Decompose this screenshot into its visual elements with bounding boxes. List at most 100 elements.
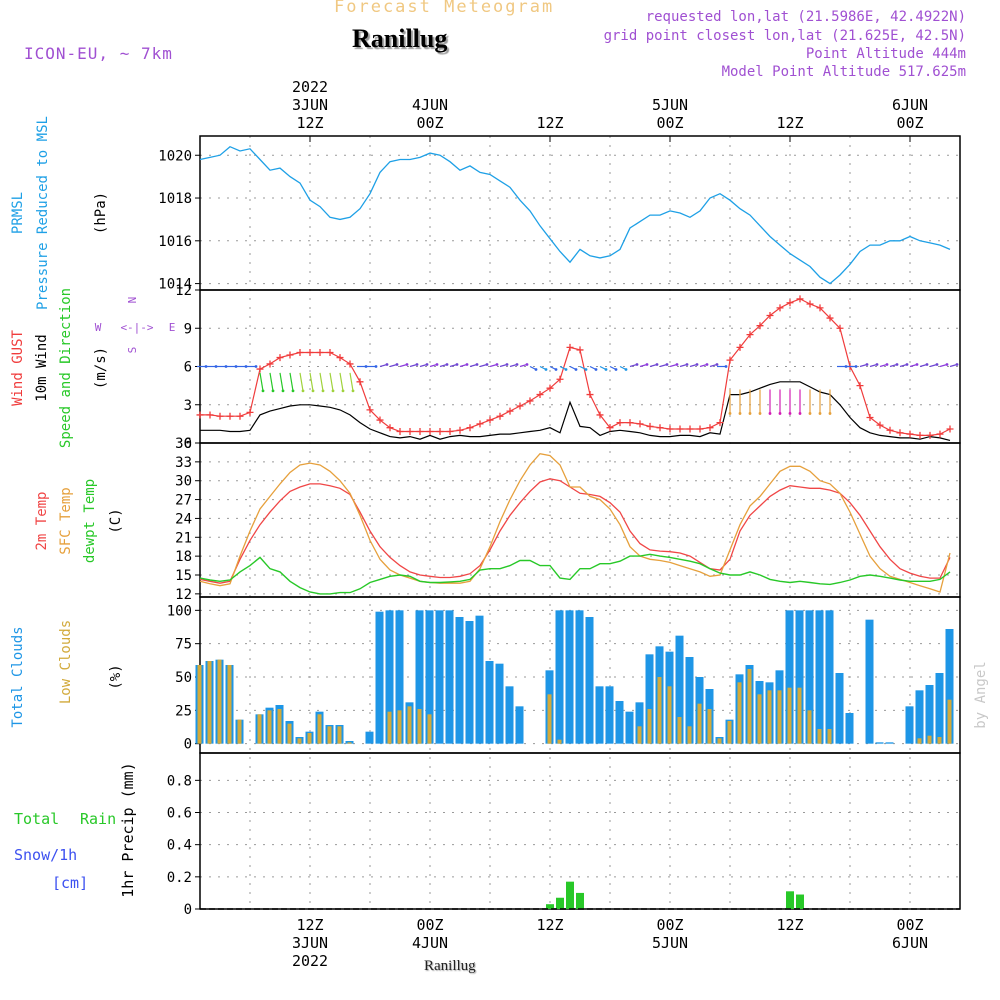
temp-tick-label: 21 [175, 530, 192, 546]
wind-gust-marker [686, 425, 694, 433]
low-cloud-bar [797, 687, 802, 744]
top-time-label-line: 12Z [536, 114, 563, 132]
wind-arrow-head [645, 363, 649, 366]
precip-label-rain: Rain [80, 810, 116, 828]
precip-panel-frame [199, 752, 961, 910]
temp-sfc-line [199, 452, 951, 593]
total-cloud-bar [605, 686, 614, 744]
wind-arrow-head [635, 363, 639, 366]
wind-arrow-head [214, 365, 218, 368]
wind-gust-marker [546, 384, 554, 392]
top-time-label-line: 2022 [292, 78, 328, 96]
prmsl-line [199, 145, 951, 285]
low-cloud-bar [667, 686, 672, 744]
wind-tick-label: 6 [184, 360, 192, 376]
wind-arrow-head [204, 365, 208, 368]
wind-arrow-head [564, 368, 568, 371]
pressure-tick-label: 1016 [158, 234, 192, 250]
total-cloud-bar [445, 610, 454, 744]
wind-arrow-head [395, 363, 399, 366]
wind-gust-marker [426, 428, 434, 436]
wind-arrow-head [768, 412, 772, 415]
precip-unit-label: 1hr Precip (mm) [119, 762, 137, 897]
top-time-label-line: 12Z [776, 114, 803, 132]
precip-tick-label: 0.6 [167, 806, 192, 822]
wind-arrow-head [364, 365, 368, 368]
wind-gust-marker [266, 360, 274, 368]
wind-arrow-head [485, 363, 489, 366]
low-cloud-bar [827, 729, 832, 744]
precip-bars [546, 881, 804, 909]
total-cloud-bar [495, 663, 504, 744]
watermark: by Angel [973, 661, 989, 728]
wind-gust-marker [446, 428, 454, 436]
wind-arrow-head [748, 412, 752, 415]
total-cloud-bar [875, 742, 884, 744]
temp-unit-label: (C) [108, 508, 124, 533]
compass-e: E [169, 321, 176, 334]
wind-arrow-head [331, 389, 335, 393]
wind-arrow-head [818, 412, 822, 415]
wind-arrow [279, 372, 284, 391]
wind-gust-marker [566, 343, 574, 351]
clouds-tick-label: 25 [175, 703, 192, 719]
wind-gust-marker [636, 420, 644, 428]
low-cloud-bar [557, 739, 562, 744]
wind-arrow-head [738, 412, 742, 415]
low-cloud-bar [647, 709, 652, 744]
wind-gust-marker [716, 419, 724, 427]
wind-arrow [269, 372, 274, 391]
wind-gust-marker [556, 375, 564, 383]
wind-gust-marker [606, 424, 614, 432]
pressure-unit-label: (hPa) [93, 192, 109, 234]
low-cloud-bar [227, 665, 232, 744]
pressure-tick-label: 1014 [158, 277, 192, 293]
total-cloud-bar [785, 610, 794, 744]
wind-gust-marker [616, 419, 624, 427]
wind-gust-marker [646, 422, 654, 430]
wind-label-10m: 10m Wind [34, 334, 50, 401]
precip-bar [566, 881, 574, 909]
footer-location: Ranillug [424, 958, 476, 974]
temp-tick-label: 36 [175, 436, 192, 452]
wind-label-speed-dir: Speed and Direction [58, 288, 74, 448]
temp-tick-label: 27 [175, 493, 192, 509]
wind-gust-marker [256, 365, 264, 373]
low-cloud-bar [707, 709, 712, 744]
total-cloud-bar [645, 654, 654, 744]
wind-arrow-head [885, 363, 889, 366]
model-point-altitude: Model Point Altitude 517.625m [721, 64, 966, 80]
wind-gust-marker [746, 331, 754, 339]
low-cloud-bar [317, 714, 322, 744]
wind-arrow-head [828, 412, 832, 415]
wind-arrow [349, 372, 354, 391]
wind-arrow-head [685, 363, 689, 366]
pressure-y-axis: 1014 1016 1018 1020 [158, 148, 960, 293]
wind-arrow-head [291, 389, 295, 393]
wind-arrow-head [351, 389, 355, 393]
total-cloud-bar [915, 690, 924, 744]
temp-tick-label: 15 [175, 568, 192, 584]
low-cloud-bar [637, 726, 642, 744]
wind-gust-marker [316, 348, 324, 356]
precip-label-total: Total [14, 810, 59, 828]
low-cloud-bar [397, 710, 402, 744]
top-time-label-line: 12Z [296, 114, 323, 132]
total-cloud-bar [485, 661, 494, 744]
low-cloud-bar [687, 726, 692, 744]
wind-arrow-head [854, 365, 858, 368]
wind-gust-marker [336, 354, 344, 362]
total-cloud-bar [365, 731, 374, 744]
wind-arrow-head [234, 365, 238, 368]
wind-arrow-head [624, 368, 628, 371]
low-cloud-bar [697, 703, 702, 744]
temp-label-2m: 2m Temp [34, 491, 50, 550]
wind-gust-marker [226, 412, 234, 420]
wind-arrow-head [425, 363, 429, 366]
low-cloud-bar [307, 733, 312, 744]
wind-arrow-head [724, 365, 728, 368]
wind-gust-marker [246, 408, 254, 416]
temp-label-sfc: SFC Temp [58, 487, 74, 554]
